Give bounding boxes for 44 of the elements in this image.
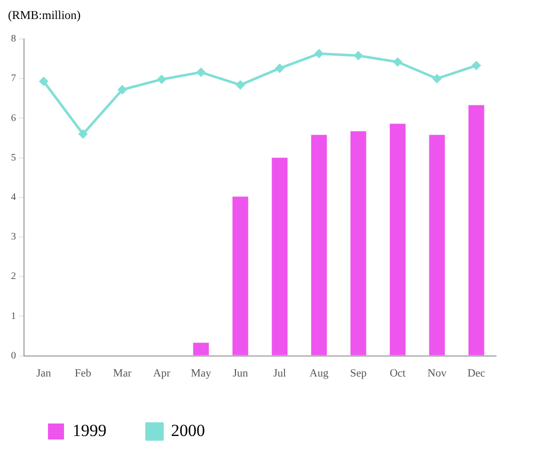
point [354, 51, 363, 60]
x-tick-label: Jan [36, 367, 52, 380]
y-tick-label: 7 [11, 73, 16, 84]
bar [272, 158, 288, 356]
x-tick-label: May [190, 367, 212, 380]
point [78, 130, 88, 138]
legend-label: 2000 [171, 420, 205, 440]
y-axis-title: (RMB:million) [8, 8, 82, 24]
point [472, 61, 481, 70]
y-tick-label: 3 [11, 232, 16, 243]
point [314, 49, 324, 58]
point [432, 74, 442, 83]
legend-label: 1999 [72, 420, 106, 440]
x-tick-label: Sep [350, 367, 368, 380]
y-tick-label: 5 [11, 152, 16, 164]
bar [390, 124, 406, 356]
y-tick-label: 2 [11, 271, 16, 282]
x-tick-label: Mar [113, 367, 132, 380]
x-tick-label: Nov [428, 367, 447, 380]
x-tick-label: Apr [153, 367, 171, 380]
bar [311, 134, 327, 356]
point [118, 85, 127, 94]
point [275, 64, 284, 73]
bar [468, 105, 484, 356]
point [236, 80, 245, 90]
y-tick-label: 0 [11, 350, 16, 362]
point [196, 68, 206, 77]
x-tick-label: Oct [390, 367, 406, 380]
point [157, 75, 166, 84]
y-tick-label: 8 [11, 34, 16, 45]
bar [429, 134, 445, 356]
x-tick-label: Jun [232, 367, 248, 380]
point [39, 77, 48, 86]
y-tick-label: 4 [11, 192, 16, 204]
bar [193, 342, 209, 356]
x-tick-label: Feb [74, 367, 92, 380]
bar [350, 131, 366, 356]
x-tick-label: Dec [467, 367, 486, 380]
x-tick-label: Aug [310, 367, 329, 380]
y-tick-label: 1 [11, 310, 16, 322]
x-tick-label: Jul [273, 367, 286, 380]
point [393, 58, 402, 66]
y-tick-label: 6 [11, 112, 16, 124]
bar [232, 196, 248, 356]
